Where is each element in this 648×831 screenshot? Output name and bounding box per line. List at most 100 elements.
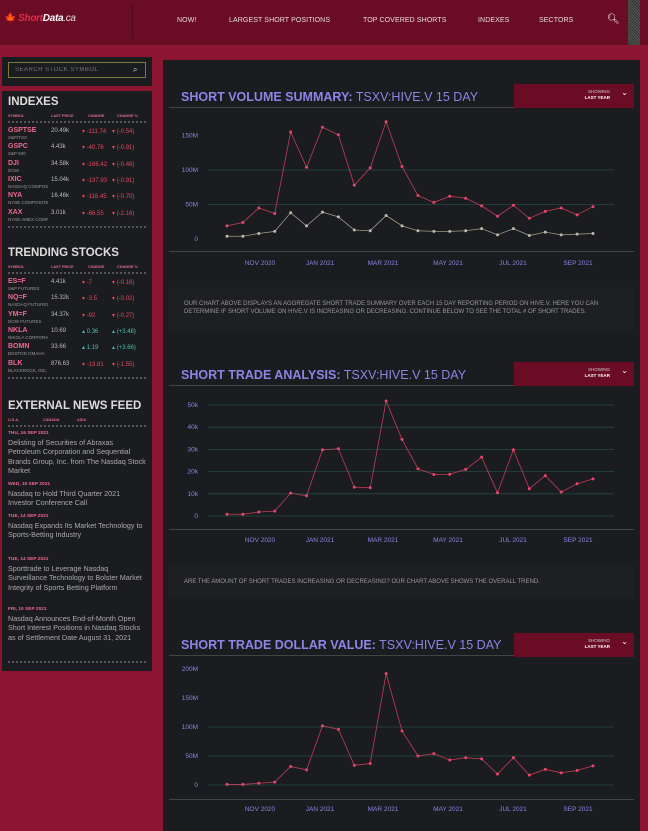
symbol[interactable]: NQ=F <box>8 294 27 302</box>
symbol[interactable]: BOMN <box>8 343 30 351</box>
change-percent: ▾ (-1.55) <box>112 361 134 368</box>
news-title[interactable]: Nasdaq to Hold Third Quarter 2021 Invest… <box>8 489 121 508</box>
data-point <box>305 494 309 498</box>
table-row[interactable]: BOMN BOSTON OMAHA 33.66 ▴ 1.19 ▴ (+3.66) <box>8 343 146 359</box>
arrow-down-icon: ▾ <box>112 280 116 286</box>
symbol[interactable]: XAX <box>8 208 23 216</box>
news-tab[interactable]: U.S.A. <box>8 418 20 422</box>
table-row[interactable]: ES=F S&P FUTURES 4.41k ▾ -7 ▾ (-0.16) <box>8 278 146 294</box>
y-tick-label: 200M <box>182 666 198 673</box>
chevron-down-icon: ⌄ <box>621 88 628 97</box>
nav-sectors[interactable]: SECTORS <box>539 17 574 24</box>
news-item[interactable]: THU, 16 SEP 2021 Delisting of Securities … <box>8 431 146 475</box>
symbol[interactable]: ES=F <box>8 278 26 285</box>
symbol[interactable]: BLK <box>8 359 23 367</box>
series-line <box>226 120 594 227</box>
data-point <box>527 234 531 238</box>
data-point <box>448 229 452 233</box>
last-price: 33.66 <box>51 344 67 351</box>
short-volume-chart: 0 50M 100M 150M NOV 2020 JAN 2021 MAR 2021 MAY … <box>182 120 614 267</box>
data-point <box>320 125 324 129</box>
change: ▾ -13.81 <box>82 361 104 368</box>
search-icon[interactable]: 🔍︎ <box>607 14 620 25</box>
symbol[interactable]: GSPC <box>8 143 28 151</box>
period-dropdown[interactable]: SHOWING LAST YEAR ⌄ <box>514 84 634 108</box>
symbol[interactable]: NKLA <box>8 326 28 334</box>
data-point <box>496 772 500 776</box>
symbol[interactable]: YM=F <box>8 310 27 318</box>
news-item[interactable]: TUE, 14 SEP 2021 Nasdaq Expands Its Marke… <box>8 514 146 540</box>
news-date: THU, 16 SEP 2021 <box>8 431 49 436</box>
data-point <box>241 234 245 238</box>
nav-top-covered-shorts[interactable]: TOP COVERED SHORTS <box>363 17 447 24</box>
stock-search-input[interactable] <box>8 62 146 78</box>
nav-now[interactable]: NOW! <box>177 17 197 24</box>
last-price: 34.58k <box>51 160 70 167</box>
x-tick-label: NOV 2020 <box>245 260 276 267</box>
news-title[interactable]: Delisting of Securities of Abraxas Petro… <box>8 438 146 475</box>
arrow-down-icon: ▾ <box>82 280 86 286</box>
table-row[interactable]: XAX NYSE AMEX COMPOSITE 3.01k ▾ -66.55 ▾… <box>8 209 146 225</box>
table-row[interactable]: NQ=F NASDAQ FUTURES 15.32k ▾ -3.5 ▾ (-0.… <box>8 294 146 310</box>
data-point <box>257 231 261 235</box>
table-row[interactable]: GSPTSE S&P/TSX 20.49k ▾ -111.74 ▾ (-0.54… <box>8 127 146 143</box>
table-row[interactable]: NKLA NIKOLA CORPORATION 10.69 ▴ 0.36 ▴ (… <box>8 327 146 343</box>
news-tabs: U.S.A. CANADA ASIA <box>8 418 146 427</box>
symbol[interactable]: NYA <box>8 192 23 200</box>
change-percent-value: (-0.54) <box>116 129 135 135</box>
data-point <box>543 767 547 771</box>
data-point <box>368 229 372 233</box>
table-row[interactable]: GSPC S&P 500 4.43k ▾ -40.76 ▾ (-0.91) <box>8 143 146 159</box>
y-tick-label: 20k <box>188 469 199 476</box>
data-point <box>527 773 531 777</box>
news-tab[interactable]: ASIA <box>77 418 87 422</box>
table-row[interactable]: YM=F DOW FUTURES 34.37k ▾ -92 ▾ (-0.27) <box>8 311 146 327</box>
nav-largest-short-positions[interactable]: LARGEST SHORT POSITIONS <box>229 17 331 24</box>
data-point <box>368 762 372 766</box>
x-tick-label: MAY 2021 <box>433 260 463 267</box>
news-title[interactable]: Sporttrade to Leverage Nasdaq Surveillan… <box>8 564 142 592</box>
logo-text-domain: .ca <box>63 13 76 24</box>
data-point <box>543 209 547 213</box>
indexes-heading: INDEXES <box>8 96 59 108</box>
news-item[interactable]: TUE, 14 SEP 2021 Sporttrade to Leverage N… <box>8 557 146 592</box>
chart-description: OUR CHART ABOVE DISPLAYS AN AGGREGATE SH… <box>168 287 634 330</box>
news-item[interactable]: WED, 15 SEP 2021 Nasdaq to Hold Third Qua… <box>8 482 146 508</box>
arrow-down-icon: ▾ <box>112 312 116 319</box>
period-dropdown[interactable]: SHOWING LAST YEAR ⌄ <box>514 362 634 386</box>
search-icon[interactable]: ⌕ <box>133 65 138 74</box>
x-tick-label: JAN 2021 <box>306 537 335 544</box>
x-tick-label: JAN 2021 <box>306 260 335 267</box>
data-point <box>591 764 595 768</box>
news-item[interactable]: FRI, 10 SEP 2021 Nasdaq Announces End-of-… <box>8 607 146 642</box>
column-header: SYMBOL <box>8 265 25 269</box>
data-point <box>320 448 324 452</box>
change-value: -13.81 <box>86 361 104 368</box>
news-title[interactable]: Nasdaq Announces End-of-Month Open Short… <box>8 614 141 642</box>
table-row[interactable]: BLK BLACKROCK, INC. 876.63 ▾ -13.81 ▾ (-… <box>8 360 146 376</box>
logo[interactable]: 🍁 ShortData.ca <box>4 13 76 24</box>
data-point <box>320 210 324 214</box>
divider <box>8 225 146 229</box>
table-row[interactable]: NYA NYSE COMPOSITE 16.46k ▾ -116.45 ▾ (-… <box>8 192 146 208</box>
data-point <box>241 220 245 224</box>
title-underline <box>169 107 514 108</box>
symbol[interactable]: GSPTSE <box>8 127 37 134</box>
table-row[interactable]: DJI DOW 34.58k ▾ -166.42 ▾ (-0.48) <box>8 160 146 176</box>
symbol-name: NYSE AMEX COMPOSITE <box>8 216 48 222</box>
news-tab[interactable]: CANADA <box>43 418 60 422</box>
data-point <box>464 467 468 471</box>
table-row[interactable]: IXIC NASDAQ COMPOSITE 15.04k ▾ -137.93 ▾… <box>8 176 146 192</box>
data-point <box>336 447 340 451</box>
scrollbar[interactable] <box>628 0 640 45</box>
nav-indexes[interactable]: INDEXES <box>478 17 510 24</box>
arrow-down-icon: ▾ <box>112 210 116 217</box>
news-title[interactable]: Nasdaq Expands Its Market Technology to … <box>8 521 143 540</box>
data-point <box>591 231 595 235</box>
symbol[interactable]: DJI <box>8 159 19 167</box>
period-dropdown[interactable]: SHOWING LAST YEAR ⌄ <box>514 633 634 657</box>
symbol[interactable]: IXIC <box>8 175 22 183</box>
data-point <box>480 757 484 761</box>
data-point <box>400 437 404 441</box>
change-percent: ▴ (+3.48) <box>112 328 136 335</box>
